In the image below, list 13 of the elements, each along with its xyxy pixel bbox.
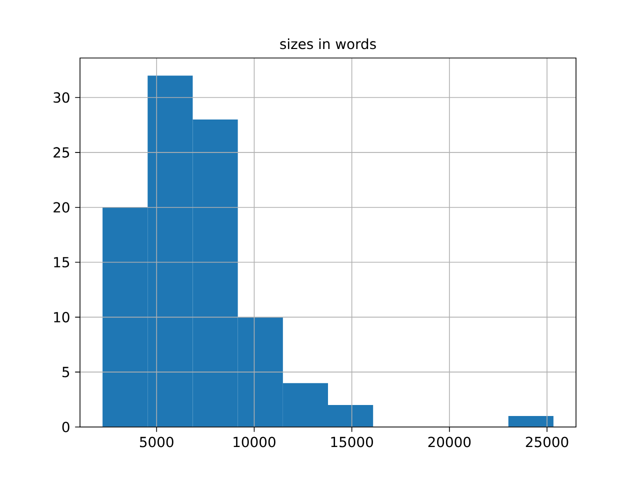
x-tick-label: 20000 [428, 436, 471, 448]
y-tick-label: 15 [54, 257, 70, 268]
y-tick-label: 0 [62, 422, 70, 432]
x-tick-label: 5000 [140, 436, 174, 448]
x-tick-label: 25000 [526, 436, 568, 448]
y-tick-label: 30 [54, 92, 70, 103]
y-tick-label: 20 [54, 202, 70, 213]
y-tick-label: 10 [54, 312, 70, 322]
chart-title: sizes in words [280, 38, 376, 50]
x-tick-label: 15000 [331, 436, 373, 448]
x-tick-label: 10000 [234, 436, 276, 448]
y-tick-label: 25 [54, 147, 70, 158]
y-tick-label: 5 [62, 366, 70, 378]
